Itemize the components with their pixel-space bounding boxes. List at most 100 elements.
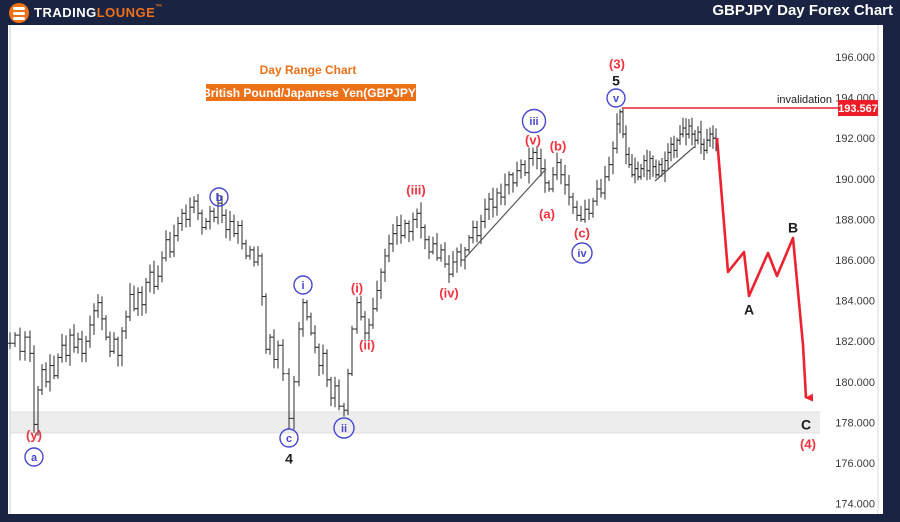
ohlc-bar	[474, 220, 480, 243]
ohlc-bar	[8, 332, 13, 349]
ohlc-bar	[426, 235, 432, 260]
wave-label-a: (a)	[539, 207, 555, 222]
ohlc-bar	[207, 206, 213, 230]
y-tick-label: 190.000	[835, 174, 875, 186]
ohlc-bar	[470, 220, 476, 244]
ohlc-bar	[239, 220, 245, 250]
y-tick-label: 186.000	[835, 255, 875, 267]
ohlc-bar	[183, 204, 189, 228]
wave-label-circled-v: v	[606, 88, 626, 108]
ohlc-bar	[490, 187, 496, 218]
ohlc-bar	[629, 154, 635, 178]
wave-label-circled-iii: iii	[521, 108, 547, 134]
ohlc-bar	[199, 209, 205, 235]
ohlc-bar	[701, 138, 707, 160]
price-chart-canvas: Day Range Chart British Pound/Japanese Y…	[8, 25, 879, 514]
ohlc-bar	[211, 207, 217, 223]
ohlc-bar	[374, 280, 380, 312]
ohlc-bar	[434, 233, 440, 261]
svg-text:a: a	[31, 452, 38, 464]
ohlc-bar	[665, 143, 671, 171]
chart-subheading: British Pound/Japanese Yen(GBPJPY)	[202, 86, 420, 100]
y-tick-label: 176.000	[835, 458, 875, 470]
ohlc-bar	[638, 163, 644, 180]
ohlc-bar	[75, 332, 81, 354]
ohlc-bar	[271, 329, 277, 369]
ohlc-bar	[695, 126, 701, 145]
ohlc-bar	[530, 147, 536, 166]
ohlc-bar	[79, 330, 85, 363]
ohlc-bar	[586, 198, 592, 220]
ohlc-bar	[87, 315, 93, 348]
ohlc-bar	[259, 253, 265, 306]
wave-label-circled-ii: ii	[333, 417, 355, 439]
ohlc-bar	[668, 137, 674, 162]
wave-label-ii: (ii)	[359, 338, 375, 353]
wave-label-iii: (iii)	[406, 183, 426, 198]
invalidation-label: invalidation	[777, 94, 832, 106]
ohlc-bar	[570, 192, 576, 214]
ohlc-bar	[641, 155, 647, 177]
ohlc-bar	[554, 152, 560, 180]
trendline	[654, 146, 695, 182]
ohlc-bar	[398, 214, 404, 244]
ohlc-bar	[482, 198, 488, 229]
ohlc-bar	[291, 376, 297, 430]
wave-label-y: (y)	[26, 428, 42, 443]
wave-label-5: 5	[612, 73, 620, 89]
trendline	[464, 168, 547, 259]
ohlc-bar	[430, 236, 436, 255]
trendlines	[464, 146, 695, 259]
ohlc-bar	[498, 183, 504, 206]
ohlc-bar	[251, 246, 257, 267]
trading-lounge-logo: TRADINGLOUNGE™	[9, 1, 162, 24]
ohlc-bar	[345, 368, 351, 416]
ohlc-bar	[418, 202, 424, 239]
ohlc-bar	[127, 283, 133, 322]
ohlc-bar	[514, 161, 520, 187]
ohlc-bar	[692, 130, 698, 149]
ohlc-bar	[336, 379, 342, 411]
ohlc-bar	[147, 264, 153, 293]
ohlc-bar	[296, 321, 302, 387]
ohlc-bar	[312, 325, 318, 354]
ohlc-bars	[8, 108, 719, 436]
ohlc-bar	[689, 117, 695, 146]
y-axis-labels: 196.000194.000192.000190.000188.000186.0…	[835, 52, 875, 511]
ohlc-bar	[280, 339, 286, 381]
chart-title: GBPJPY Day Forex Chart	[712, 2, 893, 19]
ohlc-bar	[59, 333, 65, 363]
wave-label-c: C	[801, 417, 811, 433]
projection-path	[715, 137, 814, 402]
ohlc-bar	[486, 192, 492, 220]
wave-label-circled-iv: iv	[571, 242, 593, 264]
y-tick-label: 178.000	[835, 417, 875, 429]
svg-text:v: v	[613, 93, 620, 105]
ohlc-bar	[526, 147, 532, 184]
ohlc-bar	[304, 299, 310, 321]
wave-label-circled-c: c	[279, 428, 299, 448]
wave-label-c: (c)	[574, 226, 590, 241]
ohlc-bar	[139, 286, 145, 316]
ohlc-bar	[562, 164, 568, 195]
ohlc-bar	[606, 156, 612, 181]
ohlc-bar	[263, 293, 269, 354]
wave-label-circled-a: a	[24, 447, 44, 467]
ohlc-bar	[163, 230, 169, 262]
ohlc-bar	[320, 344, 326, 375]
ohlc-bar	[582, 199, 588, 223]
ohlc-bar	[566, 174, 572, 206]
y-tick-label: 192.000	[835, 133, 875, 145]
wave-label-b: B	[788, 220, 798, 236]
ohlc-bar	[151, 260, 157, 294]
ohlc-bar	[446, 255, 452, 283]
ohlc-bar	[155, 265, 161, 290]
ohlc-bar	[671, 135, 677, 159]
ohlc-bar	[558, 158, 564, 185]
ohlc-bar	[195, 193, 201, 221]
chart-heading: Day Range Chart	[260, 63, 357, 77]
y-tick-label: 196.000	[835, 52, 875, 64]
ohlc-bar	[518, 159, 524, 179]
ohlc-bar	[135, 287, 141, 316]
ohlc-bar	[71, 324, 77, 353]
